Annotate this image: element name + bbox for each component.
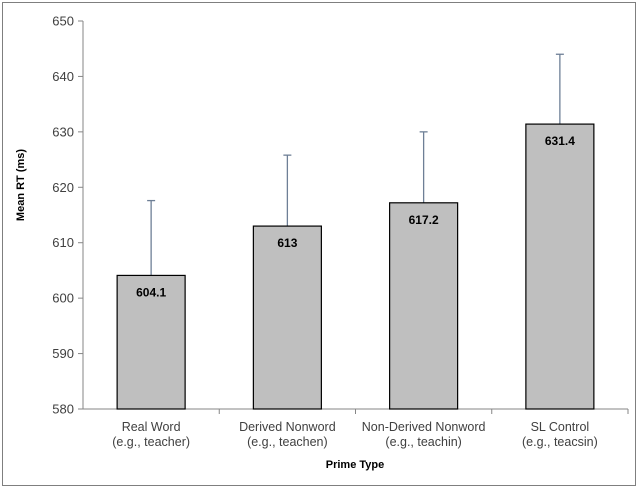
x-tick-label: Real Word (e.g., teacher) (112, 420, 190, 449)
y-tick-label: 580 (52, 402, 74, 417)
bar (116, 274, 186, 410)
y-tick-label: 650 (52, 14, 74, 29)
bar (525, 123, 595, 410)
data-label: 604.1 (136, 285, 166, 299)
x-axis: Real Word (e.g., teacher) Derived Nonword(… (83, 408, 629, 449)
x-tick-label: Derived Nonword (e.g., teachen) (239, 420, 336, 449)
y-tick-label: 590 (52, 346, 74, 361)
y-tick-label: 600 (52, 291, 74, 306)
data-label: 631.4 (545, 134, 575, 148)
x-tick-label: Non-Derived Nonword (e.g., teachin) (362, 420, 486, 449)
bars (116, 123, 595, 410)
y-axis: 580 590 600 610 620 630 640 650 (52, 14, 84, 417)
x-tick-label: SL Control (e.g., teacsin) (522, 420, 598, 449)
y-tick-label: 620 (52, 180, 74, 195)
data-label: 617.2 (409, 213, 439, 227)
y-axis-title: Mean RT (ms) (15, 149, 27, 221)
x-axis-title: Prime Type (326, 459, 385, 471)
y-tick-label: 610 (52, 235, 74, 250)
error-bars (147, 53, 564, 276)
bar (252, 225, 322, 410)
data-label: 613 (277, 236, 297, 250)
bar (389, 202, 459, 410)
y-tick-label: 640 (52, 69, 74, 84)
data-labels: 604.1 613 617.2 631.4 (136, 134, 575, 299)
y-tick-label: 630 (52, 124, 74, 139)
